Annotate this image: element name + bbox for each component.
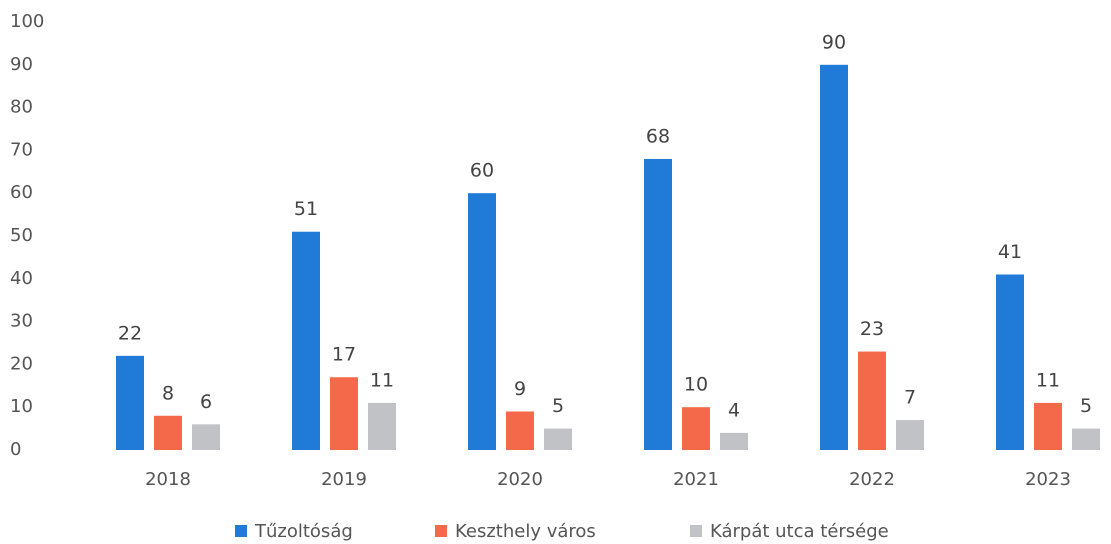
bar bbox=[506, 411, 534, 450]
bar bbox=[858, 351, 886, 450]
data-label: 5 bbox=[552, 395, 564, 417]
bar bbox=[682, 407, 710, 450]
bar bbox=[292, 231, 320, 450]
data-label: 22 bbox=[118, 322, 142, 344]
data-label: 41 bbox=[998, 241, 1022, 263]
data-label: 10 bbox=[684, 374, 708, 396]
x-tick-label: 2020 bbox=[497, 469, 543, 490]
y-tick-label: 70 bbox=[10, 139, 33, 160]
data-label: 90 bbox=[822, 31, 846, 53]
x-tick-label: 2018 bbox=[145, 469, 191, 490]
data-label: 11 bbox=[1036, 369, 1060, 391]
y-tick-label: 20 bbox=[10, 353, 33, 374]
bar bbox=[116, 355, 144, 450]
bar bbox=[154, 415, 182, 450]
data-label: 6 bbox=[200, 391, 212, 413]
bar bbox=[820, 64, 848, 451]
bar bbox=[368, 402, 396, 450]
legend-swatch bbox=[435, 525, 447, 537]
x-tick-label: 2023 bbox=[1025, 469, 1071, 490]
data-label: 4 bbox=[728, 399, 740, 421]
legend-swatch bbox=[690, 525, 702, 537]
bar bbox=[330, 377, 358, 450]
data-label: 11 bbox=[370, 369, 394, 391]
y-tick-label: 0 bbox=[10, 439, 21, 460]
data-label: 23 bbox=[860, 318, 884, 340]
y-tick-label: 60 bbox=[10, 182, 33, 203]
bar bbox=[1072, 428, 1100, 450]
data-label: 8 bbox=[162, 382, 174, 404]
bar bbox=[720, 432, 748, 450]
legend-swatch bbox=[235, 525, 247, 537]
data-label: 17 bbox=[332, 344, 356, 366]
y-tick-label: 80 bbox=[10, 97, 33, 118]
data-label: 60 bbox=[470, 160, 494, 182]
bar bbox=[644, 158, 672, 450]
bar bbox=[192, 424, 220, 450]
legend-label: Tűzoltóság bbox=[254, 521, 353, 542]
bar bbox=[468, 193, 496, 450]
y-tick-label: 10 bbox=[10, 396, 33, 417]
legend-label: Keszthely város bbox=[455, 521, 596, 542]
x-tick-label: 2021 bbox=[673, 469, 719, 490]
legend-label: Kárpát utca térsége bbox=[710, 521, 889, 542]
x-tick-label: 2019 bbox=[321, 469, 367, 490]
data-label: 68 bbox=[646, 125, 670, 147]
data-label: 7 bbox=[904, 387, 916, 409]
y-tick-label: 40 bbox=[10, 268, 33, 289]
bar bbox=[996, 274, 1024, 450]
x-tick-label: 2022 bbox=[849, 469, 895, 490]
data-label: 9 bbox=[514, 378, 526, 400]
bar bbox=[1034, 402, 1062, 450]
bar bbox=[896, 420, 924, 450]
data-label: 5 bbox=[1080, 395, 1092, 417]
y-tick-label: 30 bbox=[10, 311, 33, 332]
data-label: 51 bbox=[294, 198, 318, 220]
bar bbox=[544, 428, 572, 450]
y-tick-label: 90 bbox=[10, 54, 33, 75]
y-tick-label: 100 bbox=[10, 11, 44, 32]
y-tick-label: 50 bbox=[10, 225, 33, 246]
